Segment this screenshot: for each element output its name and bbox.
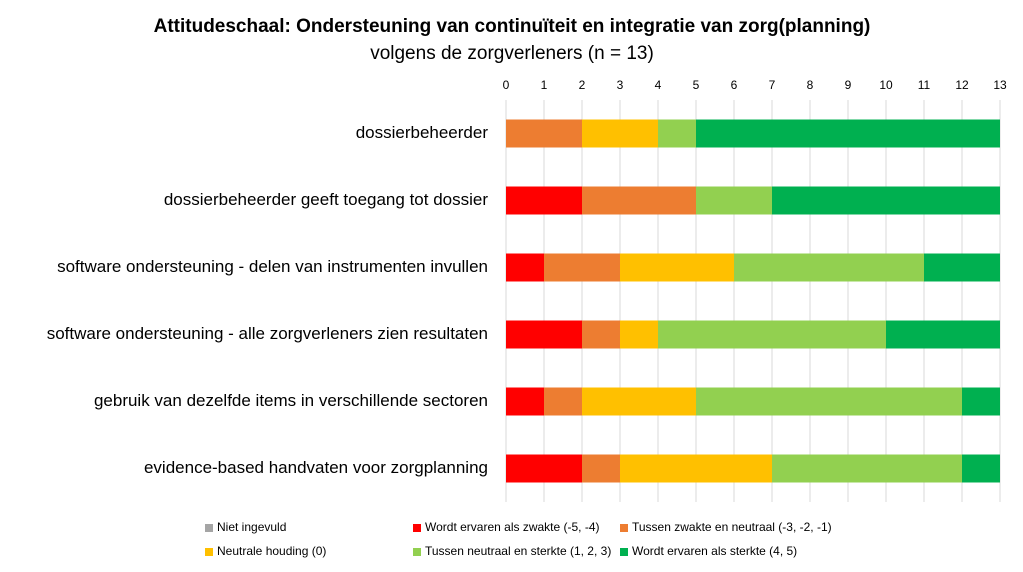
x-tick-label: 12 <box>955 78 969 92</box>
bar-segment <box>886 320 1000 349</box>
y-tick-label: software ondersteuning - delen van instr… <box>57 257 488 276</box>
chart-title: Attitudeschaal: Ondersteuning van contin… <box>154 16 871 37</box>
x-tick-label: 9 <box>845 78 852 92</box>
legend-label: Neutrale houding (0) <box>217 544 326 558</box>
x-tick-label: 11 <box>918 78 931 92</box>
bar-segment <box>506 387 544 416</box>
legend-swatch <box>413 548 421 556</box>
bar-segment <box>772 186 1000 215</box>
x-tick-label: 13 <box>993 78 1007 92</box>
bar-segment <box>696 387 962 416</box>
legend-label: Wordt ervaren als zwakte (-5, -4) <box>425 520 600 534</box>
x-tick-label: 6 <box>731 78 738 92</box>
bar-segment <box>506 186 582 215</box>
bar-segment <box>582 454 620 483</box>
bar-segment <box>962 387 1000 416</box>
legend-label: Tussen neutraal en sterkte (1, 2, 3) <box>425 544 611 558</box>
x-tick-label: 2 <box>579 78 586 92</box>
legend-label: Niet ingevuld <box>217 520 286 534</box>
x-tick-label: 5 <box>693 78 700 92</box>
bar-segment <box>658 320 886 349</box>
x-tick-label: 4 <box>655 78 662 92</box>
legend-label: Tussen zwakte en neutraal (-3, -2, -1) <box>632 520 832 534</box>
bar-segment <box>620 253 734 282</box>
bar-segment <box>506 119 582 148</box>
bar-segment <box>696 119 1000 148</box>
y-tick-label: gebruik van dezelfde items in verschille… <box>94 391 488 410</box>
bar-segment <box>544 387 582 416</box>
y-tick-label: evidence-based handvaten voor zorgplanni… <box>144 458 488 477</box>
bar-segment <box>506 253 544 282</box>
chart-subtitle: volgens de zorgverleners (n = 13) <box>370 43 654 64</box>
x-tick-label: 1 <box>541 78 548 92</box>
bar-segment <box>658 119 696 148</box>
bar-segment <box>734 253 924 282</box>
bar-segment <box>924 253 1000 282</box>
bar-segment <box>506 320 582 349</box>
bar-segment <box>582 119 658 148</box>
x-tick-label: 8 <box>807 78 814 92</box>
y-tick-label: dossierbeheerder geeft toegang tot dossi… <box>164 190 489 209</box>
bar-segment <box>582 320 620 349</box>
legend-swatch <box>205 548 213 556</box>
bar-segment <box>620 320 658 349</box>
x-tick-label: 10 <box>879 78 893 92</box>
y-tick-label: dossierbeheerder <box>356 123 489 142</box>
y-tick-label: software ondersteuning - alle zorgverlen… <box>47 324 488 343</box>
x-tick-label: 3 <box>617 78 624 92</box>
bar-segment <box>506 454 582 483</box>
legend-label: Wordt ervaren als sterkte (4, 5) <box>632 544 797 558</box>
x-tick-label: 0 <box>503 78 510 92</box>
legend-swatch <box>205 524 213 532</box>
bar-segment <box>620 454 772 483</box>
legend-swatch <box>413 524 421 532</box>
x-tick-label: 7 <box>769 78 776 92</box>
legend-swatch <box>620 548 628 556</box>
bar-segment <box>582 186 696 215</box>
bar-segment <box>582 387 696 416</box>
bar-segment <box>696 186 772 215</box>
bar-segment <box>772 454 962 483</box>
bar-segment <box>962 454 1000 483</box>
legend-swatch <box>620 524 628 532</box>
bar-segment <box>544 253 620 282</box>
